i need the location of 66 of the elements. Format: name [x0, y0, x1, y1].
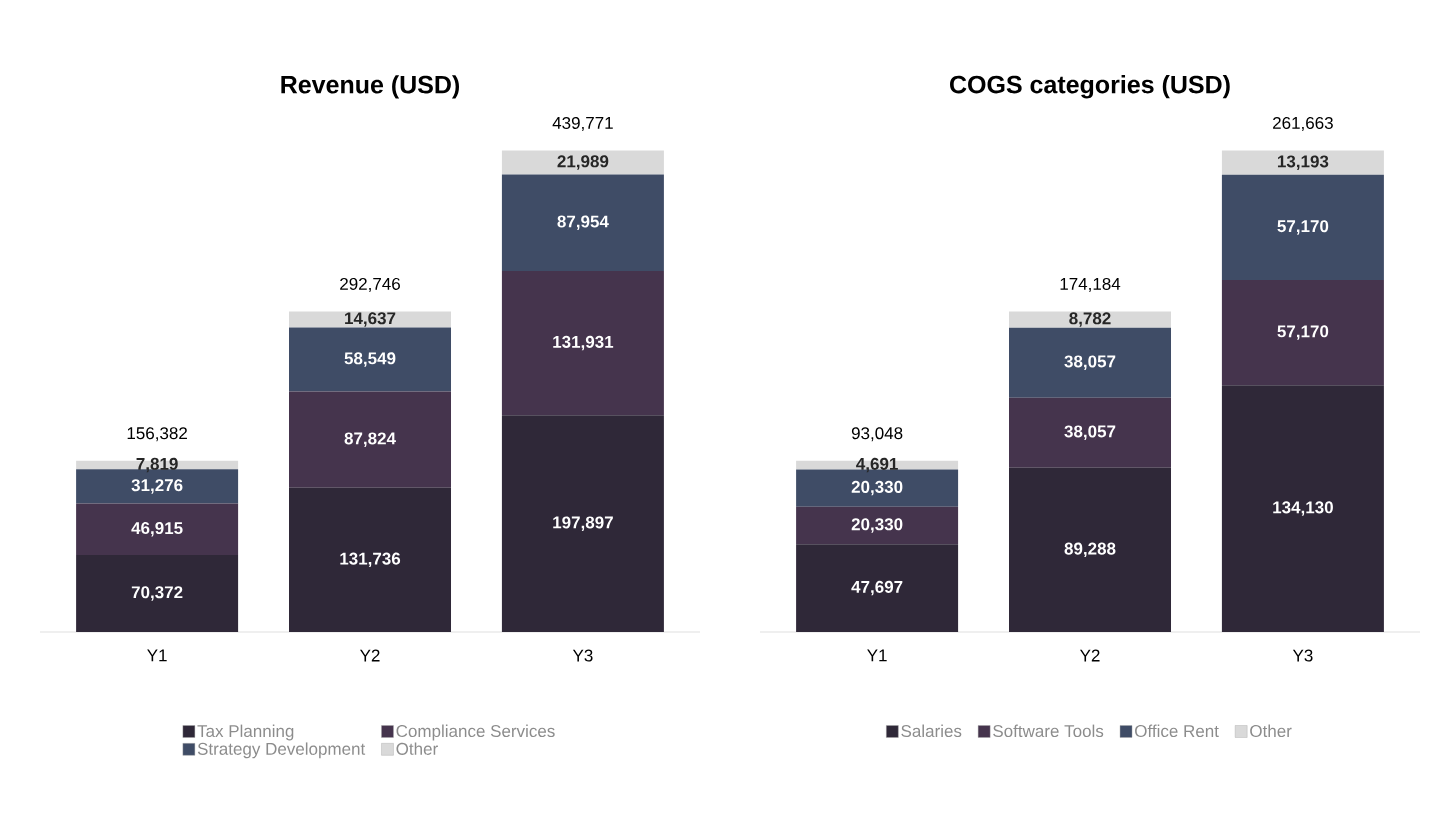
- bar: [501, 270, 664, 416]
- bar: [501, 415, 664, 632]
- bar: [289, 327, 452, 392]
- chart-title: Revenue (USD): [281, 75, 460, 99]
- chart-title: COGS categories (USD): [950, 75, 1230, 99]
- data-label: 20,330: [851, 518, 903, 533]
- x-tick-label: Y3: [1292, 649, 1313, 662]
- legend-label: Other: [396, 742, 438, 755]
- bar: [1221, 279, 1384, 386]
- data-label: 38,057: [1064, 425, 1116, 440]
- bar: [1009, 327, 1172, 398]
- data-label: 57,170: [1277, 325, 1329, 340]
- data-label: 87,824: [344, 432, 396, 447]
- data-label: 20,330: [851, 480, 903, 496]
- bar: [1009, 467, 1172, 632]
- data-label: 58,549: [344, 352, 396, 367]
- legend-label: Software Tools: [993, 724, 1104, 738]
- bar: [1009, 397, 1172, 468]
- total-label: 292,746: [340, 277, 400, 292]
- bar: [1221, 385, 1384, 632]
- total-label: 156,382: [127, 427, 187, 442]
- legend-label: Compliance Services: [396, 724, 555, 741]
- data-label: 4,691: [856, 457, 898, 473]
- bar: [76, 503, 239, 555]
- data-label: 38,057: [1064, 355, 1116, 370]
- bar: [289, 311, 452, 328]
- data-label: 57,170: [1277, 220, 1329, 235]
- bar: [1221, 174, 1384, 280]
- total-label: 439,771: [552, 116, 613, 131]
- x-tick-label: Y3: [572, 649, 593, 662]
- legend-label: Tax Planning: [197, 724, 294, 741]
- data-label: 14,637: [345, 312, 396, 327]
- bar: [76, 554, 239, 632]
- data-label: 134,130: [1273, 501, 1333, 516]
- data-label: 89,288: [1064, 542, 1116, 558]
- bar: [1009, 311, 1172, 328]
- x-tick-label: Y1: [867, 649, 887, 662]
- data-label: 46,915: [131, 522, 183, 537]
- bar: [501, 174, 664, 271]
- data-label: 21,989: [557, 155, 609, 170]
- total-label: 93,048: [851, 427, 903, 442]
- total-label: 261,663: [1273, 116, 1333, 131]
- legend-label: Office Rent: [1135, 724, 1219, 738]
- data-label: 70,372: [131, 586, 183, 601]
- legend-label: Strategy Development: [197, 742, 366, 759]
- data-label: 8,782: [1069, 312, 1111, 327]
- data-label: 13,193: [1277, 155, 1329, 170]
- bar: [796, 544, 959, 632]
- bar: [501, 150, 664, 175]
- legend-label: Other: [1250, 724, 1292, 738]
- legend-label: Salaries: [901, 724, 962, 738]
- data-label: 31,276: [131, 479, 183, 494]
- bar: [796, 506, 959, 545]
- data-label: 197,897: [553, 516, 613, 531]
- x-tick-label: Y2: [1079, 649, 1100, 662]
- bar: [289, 391, 452, 488]
- data-label: 131,931: [553, 335, 614, 351]
- data-label: 87,954: [557, 215, 609, 230]
- x-tick-label: Y1: [147, 649, 167, 662]
- data-label: 47,697: [851, 580, 903, 596]
- bar: [289, 487, 452, 632]
- data-label: 7,819: [136, 457, 178, 473]
- total-label: 174,184: [1060, 277, 1121, 292]
- x-tick-label: Y2: [359, 649, 380, 662]
- bar: [1221, 150, 1384, 175]
- data-label: 131,736: [340, 552, 401, 568]
